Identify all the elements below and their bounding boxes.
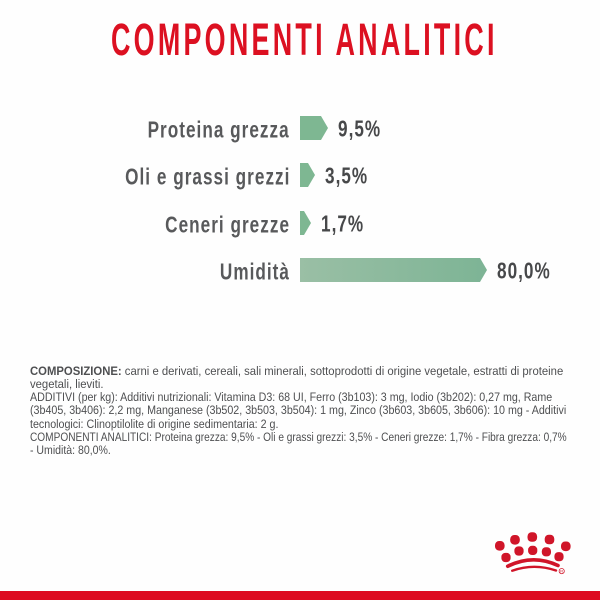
svg-text:R: R <box>560 569 563 574</box>
